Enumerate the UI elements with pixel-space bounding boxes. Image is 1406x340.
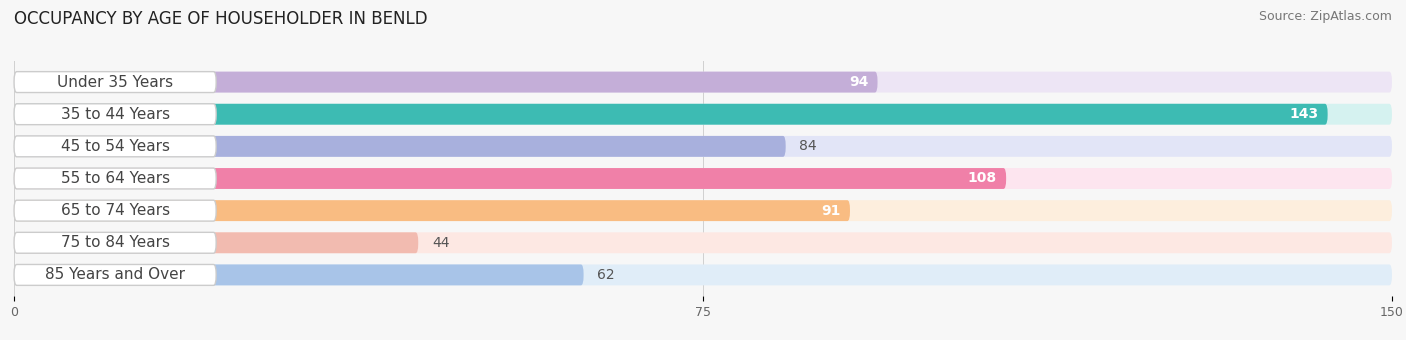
Text: 84: 84	[800, 139, 817, 153]
FancyBboxPatch shape	[14, 265, 217, 285]
FancyBboxPatch shape	[14, 168, 1007, 189]
Text: 143: 143	[1289, 107, 1319, 121]
Text: 62: 62	[598, 268, 614, 282]
Text: 44: 44	[432, 236, 450, 250]
Text: 65 to 74 Years: 65 to 74 Years	[60, 203, 170, 218]
FancyBboxPatch shape	[14, 104, 1392, 125]
FancyBboxPatch shape	[14, 136, 786, 157]
FancyBboxPatch shape	[14, 232, 418, 253]
Text: OCCUPANCY BY AGE OF HOUSEHOLDER IN BENLD: OCCUPANCY BY AGE OF HOUSEHOLDER IN BENLD	[14, 10, 427, 28]
Text: 75 to 84 Years: 75 to 84 Years	[60, 235, 170, 250]
FancyBboxPatch shape	[14, 136, 1392, 157]
FancyBboxPatch shape	[14, 200, 851, 221]
Text: 94: 94	[849, 75, 869, 89]
FancyBboxPatch shape	[14, 200, 1392, 221]
Text: 85 Years and Over: 85 Years and Over	[45, 268, 186, 283]
FancyBboxPatch shape	[14, 72, 1392, 92]
FancyBboxPatch shape	[14, 72, 877, 92]
Text: 35 to 44 Years: 35 to 44 Years	[60, 107, 170, 122]
FancyBboxPatch shape	[14, 168, 1392, 189]
FancyBboxPatch shape	[14, 168, 217, 189]
FancyBboxPatch shape	[14, 72, 217, 92]
FancyBboxPatch shape	[14, 232, 217, 253]
FancyBboxPatch shape	[14, 265, 583, 285]
FancyBboxPatch shape	[14, 265, 1392, 285]
Text: 108: 108	[967, 171, 997, 186]
FancyBboxPatch shape	[14, 136, 217, 157]
Text: 55 to 64 Years: 55 to 64 Years	[60, 171, 170, 186]
FancyBboxPatch shape	[14, 104, 1327, 125]
Text: 91: 91	[821, 204, 841, 218]
FancyBboxPatch shape	[14, 200, 217, 221]
Text: Under 35 Years: Under 35 Years	[58, 74, 173, 89]
Text: Source: ZipAtlas.com: Source: ZipAtlas.com	[1258, 10, 1392, 23]
Text: 45 to 54 Years: 45 to 54 Years	[60, 139, 170, 154]
FancyBboxPatch shape	[14, 104, 217, 125]
FancyBboxPatch shape	[14, 232, 1392, 253]
